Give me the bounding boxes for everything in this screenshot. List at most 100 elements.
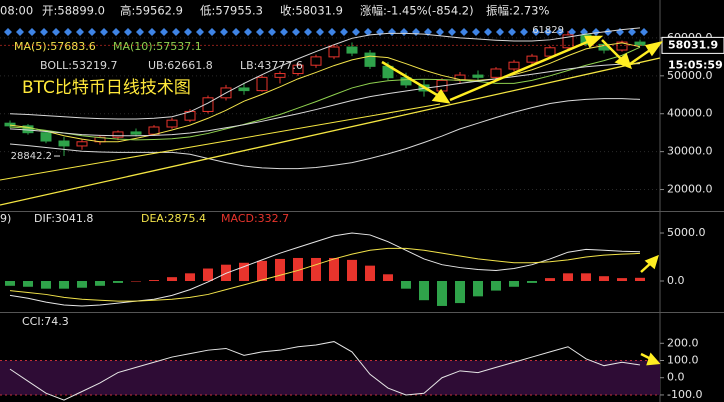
marker-diamond <box>352 28 360 36</box>
candle-body <box>130 131 142 135</box>
countdown: 15:05:59 <box>668 58 723 71</box>
header-close: 收:58031.9 <box>280 4 343 18</box>
marker-diamond <box>592 28 600 36</box>
marker-diamond <box>388 28 396 36</box>
legend-label: MACD:332.7 <box>221 212 289 225</box>
header-change: 涨幅:-1.45%(-854.2) <box>360 4 474 18</box>
marker-diamond <box>160 28 168 36</box>
candle-body <box>508 61 520 70</box>
macd-bar <box>95 281 105 286</box>
candle-body <box>166 119 178 128</box>
macd-bar <box>41 281 51 289</box>
macd-bar <box>77 281 87 288</box>
y-tick-label: 5000.0 <box>667 226 706 239</box>
marker-diamond <box>40 28 48 36</box>
header-low: 低:57955.3 <box>200 4 263 18</box>
arrow-head <box>644 254 659 270</box>
legend-label: MA(5):57683.6 <box>14 40 96 53</box>
header-high: 高:59562.9 <box>120 4 183 18</box>
marker-diamond <box>640 28 648 36</box>
marker-diamond <box>184 28 192 36</box>
marker-diamond <box>628 28 636 36</box>
marker-diamond <box>100 28 108 36</box>
marker-diamond <box>88 28 96 36</box>
candle-body <box>472 74 484 78</box>
candle-body <box>238 87 250 92</box>
marker-diamond <box>172 28 180 36</box>
cci-band <box>0 360 660 395</box>
candle-body <box>148 126 160 135</box>
annotations <box>0 35 663 366</box>
legend-label: LB:43777.6 <box>240 59 303 72</box>
legend-label: 9) <box>0 212 11 225</box>
last-price-tag <box>661 36 724 54</box>
arrow <box>449 38 593 102</box>
macd-bar <box>239 262 249 282</box>
macd-bar <box>617 278 627 282</box>
marker-diamond <box>364 28 372 36</box>
candle-body <box>76 141 88 147</box>
low-label: 28842.2 <box>11 151 52 162</box>
marker-diamond <box>448 28 456 36</box>
macd-bar <box>347 259 357 282</box>
indicator-line <box>9 232 641 307</box>
arrow-head <box>646 352 661 366</box>
marker-diamond <box>244 28 252 36</box>
candle-body <box>526 55 538 63</box>
macd-bar <box>59 281 69 289</box>
marker-diamond <box>208 28 216 36</box>
trend-line <box>0 103 441 181</box>
macd-bar <box>149 280 159 282</box>
candle-body <box>328 46 340 58</box>
macd-bar <box>131 281 141 282</box>
macd-bar <box>113 281 123 283</box>
marker-diamond <box>496 28 504 36</box>
header-amplitude: 振幅:2.73% <box>486 4 549 18</box>
macd-bar <box>311 257 321 282</box>
marker-diamond <box>280 28 288 36</box>
legend-label: UB:62661.8 <box>148 59 213 72</box>
candle-body <box>346 46 358 54</box>
marker-diamond <box>328 28 336 36</box>
macd-bar <box>167 277 177 282</box>
y-tick-label: 0.0 <box>667 274 685 287</box>
marker-diamond <box>256 28 264 36</box>
indicator-line <box>9 98 641 170</box>
marker-diamond <box>64 28 72 36</box>
marker-diamond <box>112 28 120 36</box>
candle-body <box>58 140 70 147</box>
marker-diamond <box>520 28 528 36</box>
marker-diamond <box>400 28 408 36</box>
macd-bar <box>419 281 429 301</box>
legend-label: MA(10):57537.1 <box>113 40 202 53</box>
candle-body <box>112 131 124 138</box>
candle-body <box>544 47 556 57</box>
arrow <box>381 60 443 100</box>
plot-layer: 20000.030000.040000.050000.060000.0MA(5)… <box>0 25 724 401</box>
macd-bar <box>365 265 375 282</box>
arrow-head <box>584 35 604 49</box>
macd-bar <box>527 281 537 283</box>
marker-diamond <box>460 28 468 36</box>
macd-bar <box>473 281 483 297</box>
macd-bar <box>509 281 519 287</box>
candle-body <box>40 132 52 142</box>
candle-body <box>490 68 502 78</box>
legend-label: BOLL:53219.7 <box>40 59 117 72</box>
marker-diamond <box>532 28 540 36</box>
macd-bar <box>203 268 213 282</box>
indicator-line <box>9 341 641 401</box>
candle-body <box>202 97 214 112</box>
macd-bar <box>563 273 573 282</box>
legend-label: DEA:2875.4 <box>141 212 206 225</box>
high-label: 61829 <box>532 25 564 36</box>
candle-body <box>274 73 286 78</box>
marker-diamond <box>28 28 36 36</box>
header-open: 开:58899.0 <box>42 4 105 18</box>
marker-diamond <box>484 28 492 36</box>
marker-diamond <box>292 28 300 36</box>
indicator-line <box>9 63 641 137</box>
marker-diamond <box>316 28 324 36</box>
